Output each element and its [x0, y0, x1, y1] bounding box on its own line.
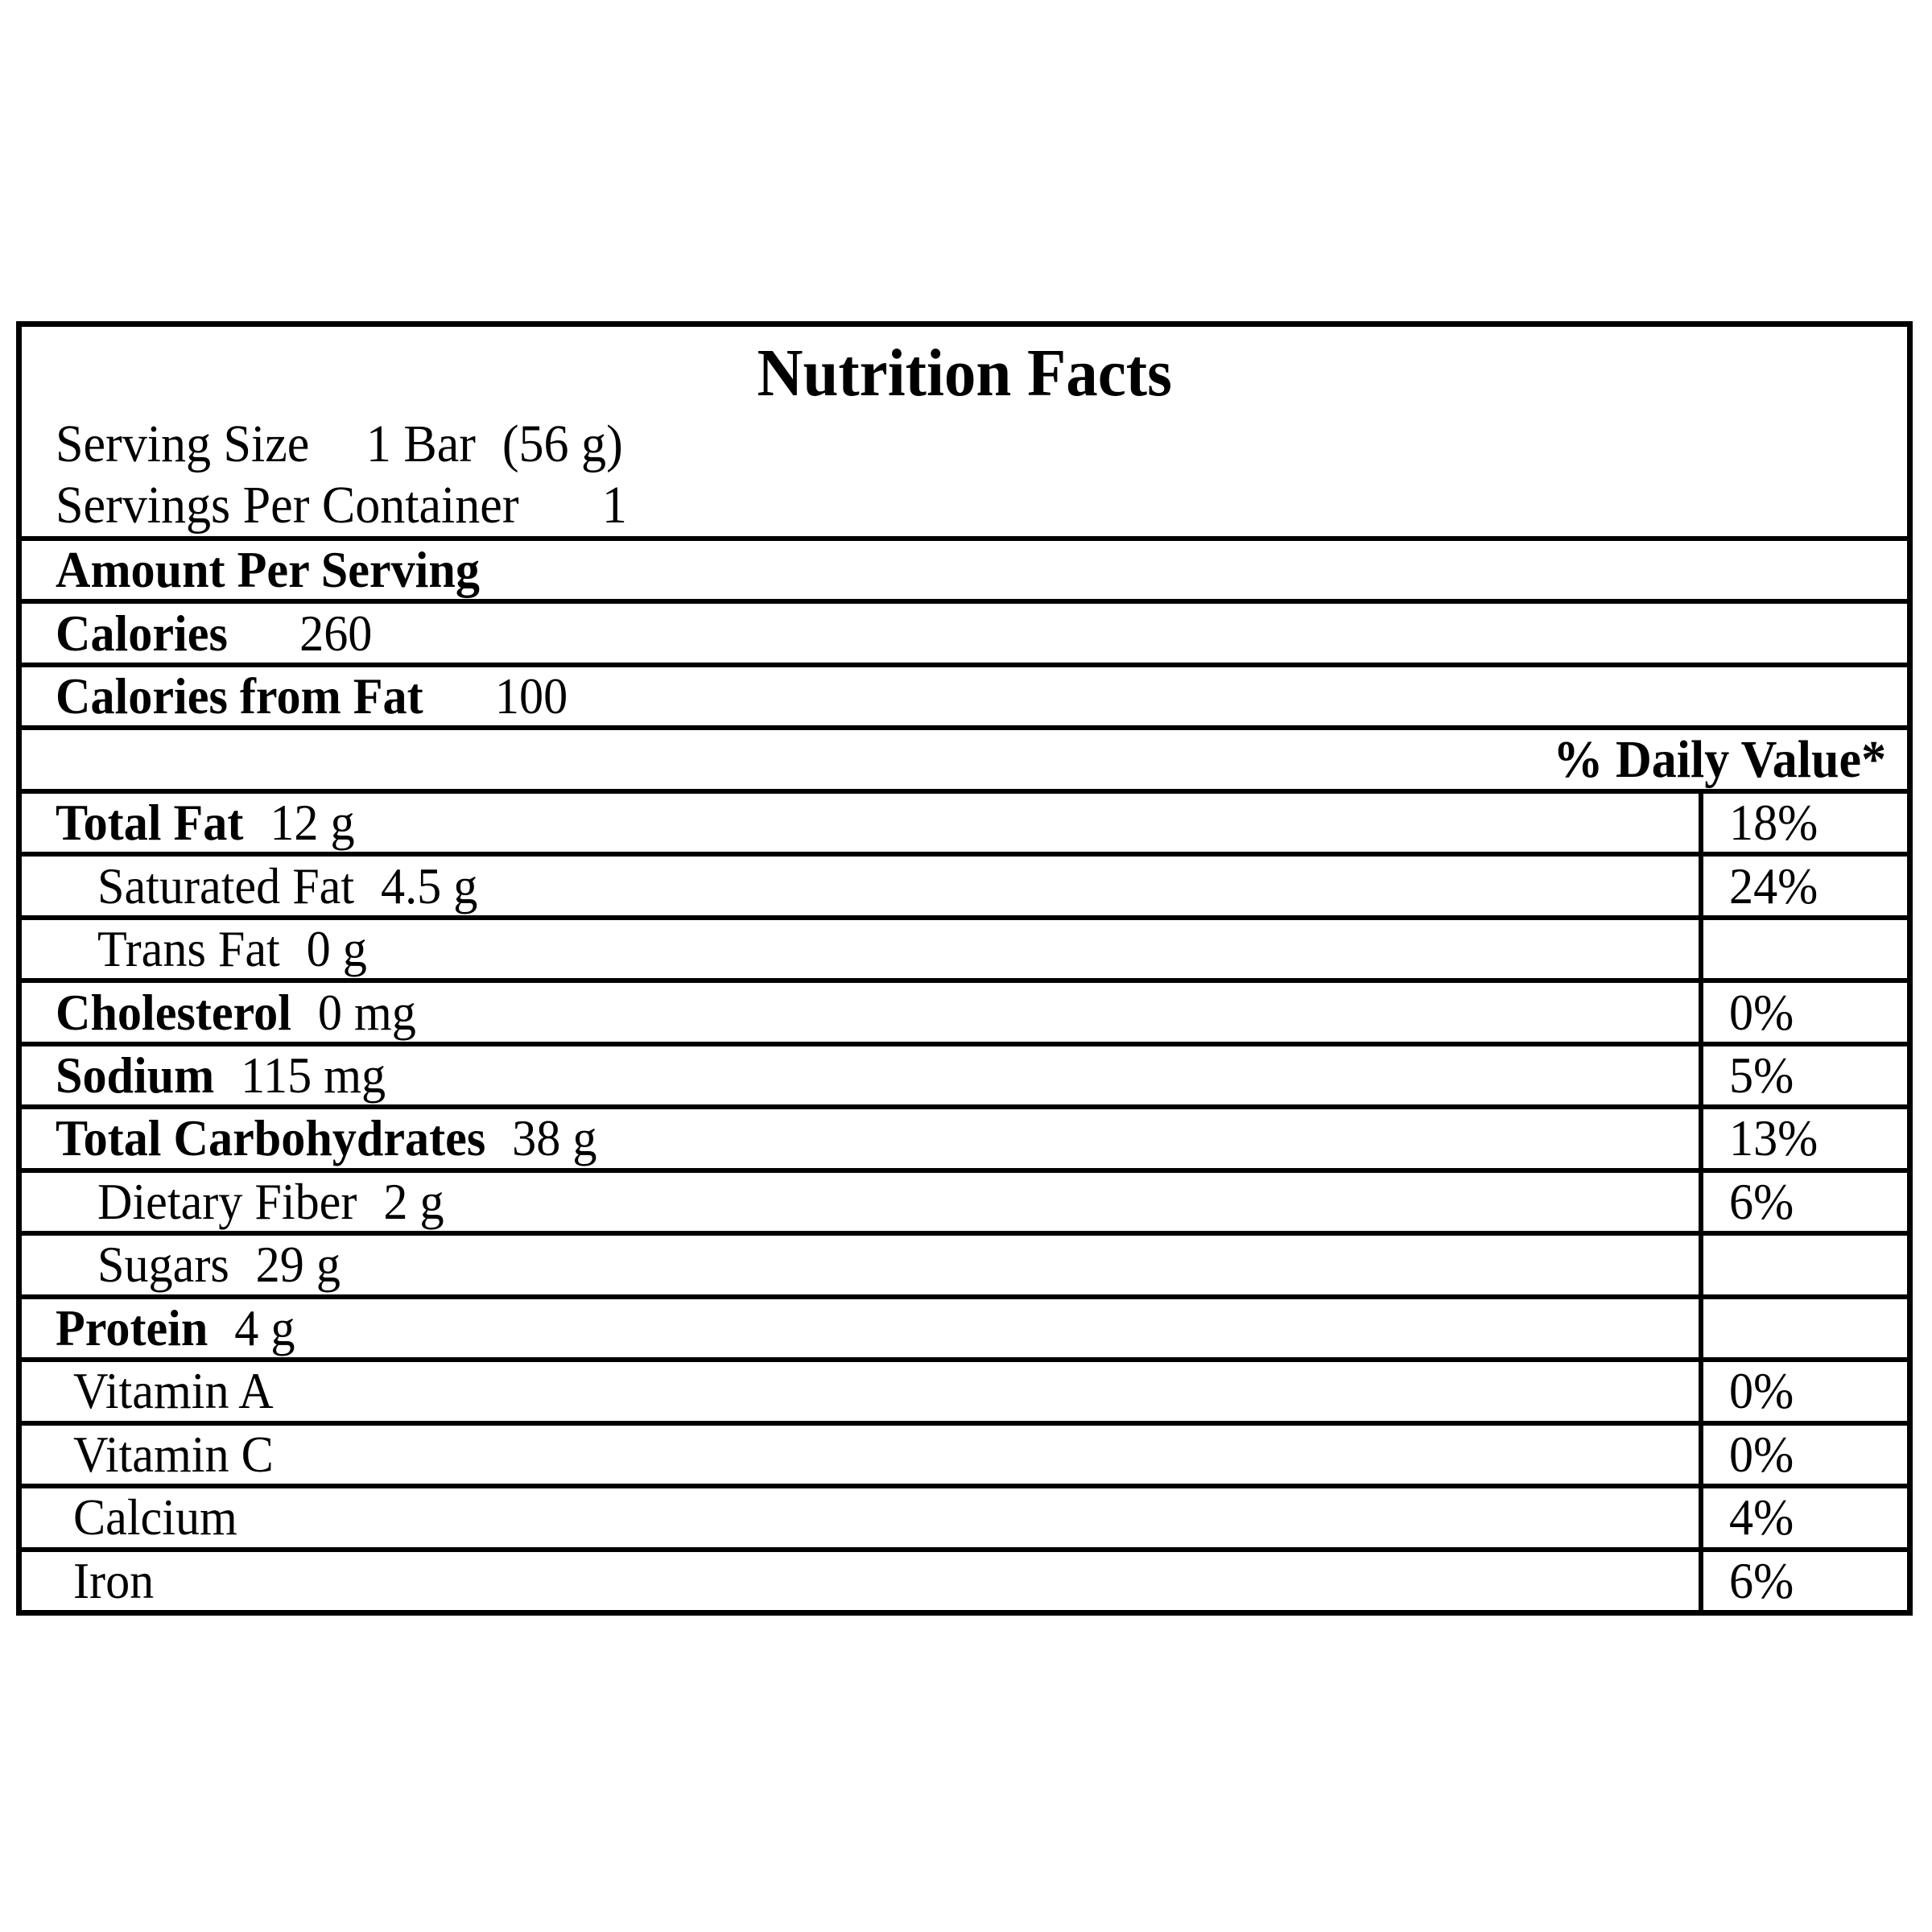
serving-size-value: 1 Bar [365, 415, 476, 473]
row-label: Protein [56, 1298, 208, 1356]
row-value: 2 g [383, 1172, 444, 1230]
row-percent: 6% [1729, 1172, 1794, 1230]
calories-from-fat-label: Calories from Fat [56, 667, 423, 725]
row-label: Trans Fat [97, 920, 280, 978]
row-percent: 0% [1729, 983, 1794, 1041]
row-value: 38 g [512, 1109, 597, 1167]
row-percent: 18% [1729, 794, 1818, 852]
row-label: Dietary Fiber [97, 1172, 357, 1230]
page-title: Nutrition Facts [22, 333, 1907, 414]
serving-size-label: Serving Size [56, 415, 310, 473]
table-row: Vitamin A 0% [22, 1357, 1907, 1421]
calories-value: 260 [299, 604, 373, 662]
table-row: Calcium 4% [22, 1484, 1907, 1547]
table-row: % Daily Value* [22, 725, 1907, 789]
row-label: Sugars [97, 1236, 229, 1294]
amount-per-serving-label: Amount Per Serving [56, 541, 480, 599]
row-label: Sodium [56, 1046, 215, 1104]
row-value: 4 g [234, 1298, 295, 1356]
table-row: Amount Per Serving [22, 536, 1907, 599]
row-label: Saturated Fat [97, 857, 355, 914]
table-row: Total Fat 12 g 18% [22, 788, 1907, 852]
table-row: Calories 260 [22, 599, 1907, 662]
calories-from-fat-value: 100 [494, 667, 568, 725]
table-row: Iron 6% [22, 1546, 1907, 1610]
row-value: 29 g [255, 1236, 341, 1294]
row-value: 0 mg [317, 983, 416, 1041]
table-row: Trans Fat 0 g [22, 914, 1907, 979]
table-row: Cholesterol 0 mg 0% [22, 978, 1907, 1042]
table-row: Sugars 29 g [22, 1231, 1907, 1294]
row-percent: 0% [1729, 1425, 1794, 1483]
table-row: Protein 4 g [22, 1294, 1907, 1358]
nutrition-facts-label: Nutrition Facts Serving Size 1 Bar (56 g) … [16, 321, 1913, 1616]
daily-value-header: % Daily Value* [1553, 729, 1886, 789]
row-percent: 0% [1729, 1362, 1794, 1420]
table-row: Saturated Fat 4.5 g 24% [22, 852, 1907, 915]
calories-label: Calories [56, 604, 228, 662]
nutrition-facts-title: Nutrition Facts [757, 336, 1172, 411]
row-value: 4.5 g [381, 857, 478, 914]
table-row: Calories from Fat 100 [22, 662, 1907, 725]
row-percent: 6% [1729, 1551, 1794, 1609]
row-label: Calcium [73, 1488, 237, 1546]
row-value: 12 g [270, 794, 355, 852]
row-label: Iron [73, 1551, 155, 1609]
servings-per-container-value: 1 [601, 476, 627, 535]
table-row: Total Carbohydrates 38 g 13% [22, 1104, 1907, 1168]
row-label: Total Carbohydrates [56, 1109, 486, 1167]
table-row: Vitamin C 0% [22, 1420, 1907, 1484]
serving-size-row: Serving Size 1 Bar (56 g) [22, 414, 1907, 475]
row-percent: 5% [1729, 1046, 1794, 1104]
row-value: 115 mg [241, 1046, 386, 1104]
table-row: Dietary Fiber 2 g 6% [22, 1167, 1907, 1232]
row-percent: 24% [1729, 857, 1818, 914]
servings-per-container-row: Servings Per Container 1 [22, 475, 1907, 536]
row-percent: 4% [1729, 1488, 1794, 1546]
row-label: Vitamin A [73, 1362, 274, 1420]
row-value: 0 g [306, 920, 367, 978]
servings-per-container-label: Servings Per Container [56, 476, 519, 535]
table-row: Sodium 115 mg 5% [22, 1041, 1907, 1105]
row-label: Cholesterol [56, 983, 291, 1041]
label-header-cell: Nutrition Facts Serving Size 1 Bar (56 g) … [22, 327, 1907, 536]
row-label: Vitamin C [73, 1425, 274, 1483]
row-label: Total Fat [56, 794, 244, 852]
row-percent: 13% [1729, 1109, 1818, 1167]
serving-size-weight: (56 g) [502, 415, 623, 473]
